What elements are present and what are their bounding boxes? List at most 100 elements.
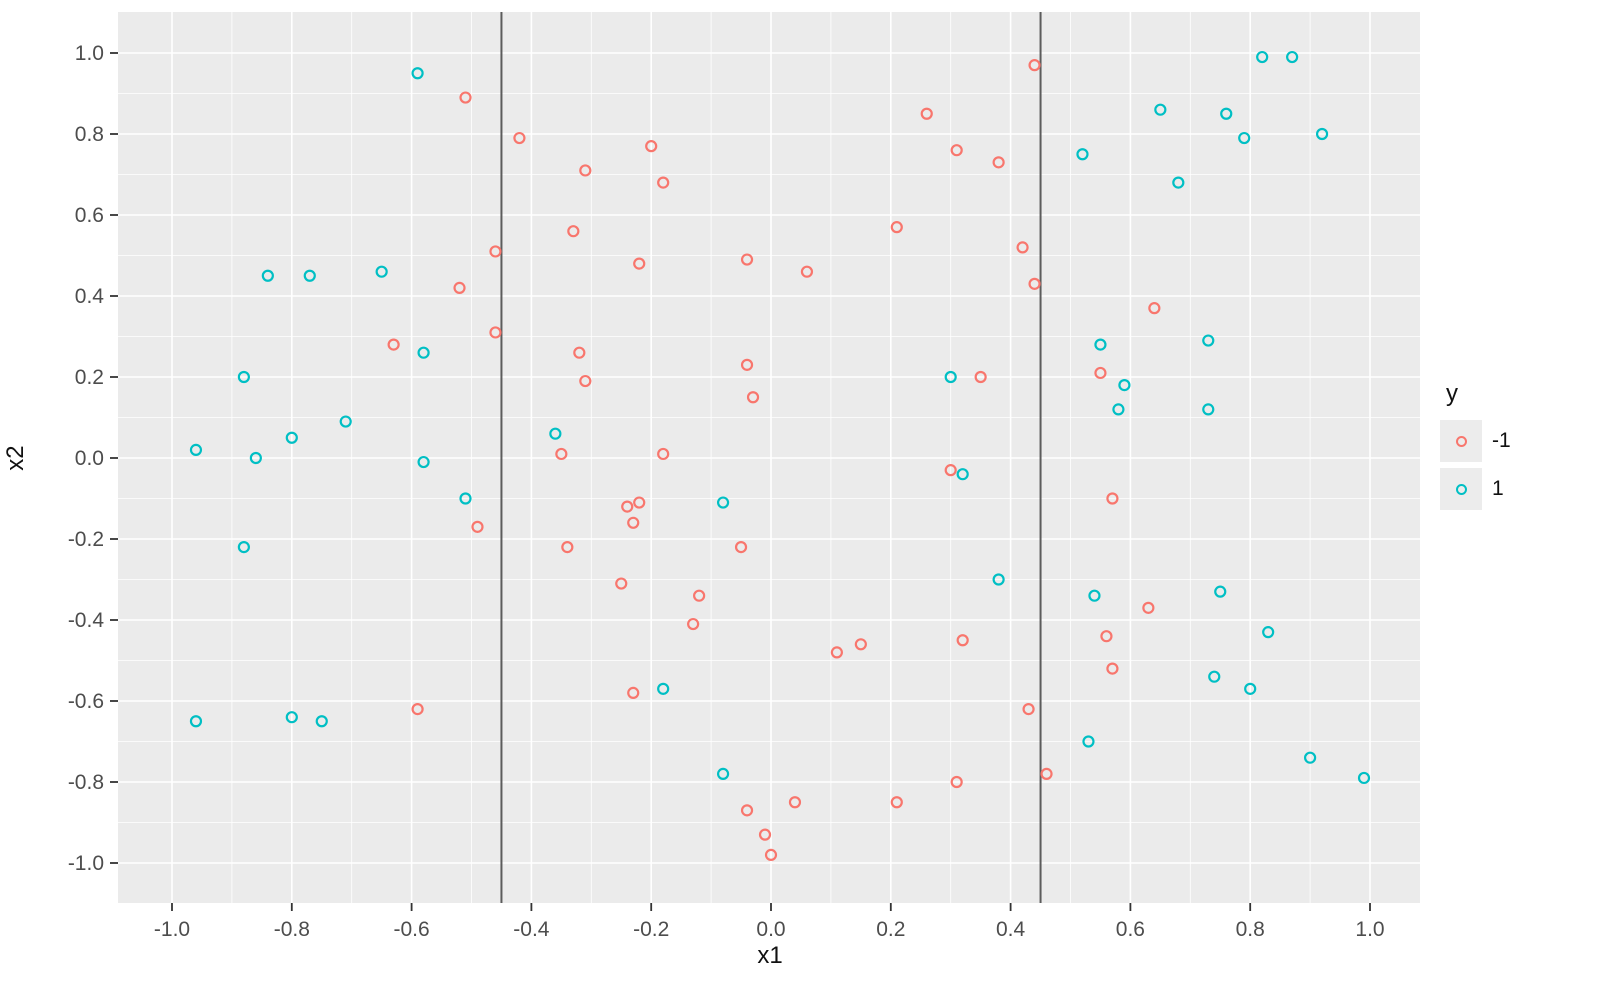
data-point--1 (657, 176, 670, 189)
data-point-1 (459, 492, 472, 505)
data-point--1 (746, 391, 760, 404)
data-point--1 (740, 253, 754, 266)
data-point--1 (890, 221, 903, 234)
data-point--1 (1106, 662, 1119, 675)
data-point-1 (285, 431, 298, 444)
data-point--1 (944, 464, 957, 477)
x-tick-label: 0.0 (756, 918, 785, 941)
y-tick-label: -0.4 (68, 609, 105, 632)
data-point--1 (1028, 59, 1041, 72)
data-point--1 (920, 107, 933, 120)
data-point-1 (417, 455, 430, 469)
y-tick-label: 0.6 (75, 204, 104, 227)
data-point--1 (734, 540, 748, 554)
data-point-1 (1088, 589, 1101, 602)
x-axis-title: x1 (757, 942, 783, 969)
y-tick-label: 0.4 (75, 285, 105, 308)
data-point--1 (621, 500, 634, 513)
data-point-1 (1082, 735, 1095, 748)
data-point--1 (615, 577, 628, 590)
data-point--1 (800, 265, 814, 278)
data-point--1 (950, 775, 963, 789)
legend-label-neg1: -1 (1492, 429, 1511, 452)
data-point--1 (513, 131, 526, 145)
data-point-1 (1303, 751, 1317, 764)
data-point--1 (489, 326, 502, 339)
data-point-1 (261, 269, 274, 282)
x-tick-label: -0.2 (633, 918, 669, 941)
x-tick-label: 0.6 (1116, 918, 1145, 941)
data-point-1 (716, 496, 730, 509)
legend-label-pos1: 1 (1492, 477, 1504, 500)
data-point-1 (303, 269, 316, 282)
data-point--1 (657, 447, 670, 461)
data-point-1 (1112, 403, 1125, 416)
data-point--1 (1028, 277, 1041, 290)
data-point--1 (1100, 630, 1113, 643)
data-point--1 (627, 686, 640, 700)
data-point-1 (1172, 176, 1185, 189)
data-point-1 (339, 415, 352, 428)
data-point--1 (764, 848, 778, 862)
y-axis-title: x2 (2, 445, 29, 471)
data-point--1 (579, 164, 592, 177)
data-point--1 (573, 346, 586, 359)
data-point-1 (1357, 771, 1371, 785)
data-point--1 (1148, 302, 1161, 315)
y-tick-label: 0.2 (75, 366, 104, 389)
data-point--1 (645, 140, 658, 153)
x-tick-label: -0.8 (274, 918, 310, 941)
data-point-1 (1208, 670, 1221, 683)
y-tick-label: -0.8 (68, 771, 104, 794)
data-point--1 (854, 638, 867, 651)
data-point--1 (1022, 702, 1035, 716)
data-point-1 (1315, 127, 1329, 141)
data-point-1 (1076, 148, 1089, 161)
data-point-1 (375, 265, 388, 278)
data-point-1 (956, 468, 969, 481)
data-point--1 (471, 520, 484, 533)
data-point-1 (189, 715, 203, 728)
data-point--1 (555, 447, 568, 461)
y-tick-label: 0.8 (75, 123, 104, 146)
data-point--1 (453, 281, 466, 294)
data-point-1 (189, 443, 203, 456)
data-point-1 (1202, 403, 1215, 416)
x-tick-label: 0.8 (1236, 918, 1265, 941)
data-point-1 (1094, 338, 1107, 351)
data-point--1 (1094, 366, 1107, 380)
data-point-1 (249, 451, 262, 465)
data-point--1 (956, 634, 969, 647)
x-tick-label: -0.4 (513, 918, 550, 941)
y-tick-label: -1.0 (68, 852, 104, 875)
legend-marker-pos1-icon (1455, 483, 1467, 495)
data-point-1 (1118, 379, 1131, 392)
data-point-1 (1286, 50, 1299, 64)
data-point--1 (1106, 492, 1119, 505)
y-tick-label: -0.2 (68, 528, 104, 551)
data-point--1 (693, 589, 706, 602)
data-point-1 (285, 711, 298, 724)
legend-key-neg1 (1440, 420, 1482, 462)
data-point--1 (890, 796, 903, 809)
data-point-1 (944, 370, 957, 384)
y-tick-label: 1.0 (75, 42, 104, 65)
data-point-1 (1244, 682, 1257, 695)
data-point--1 (974, 370, 987, 384)
data-point-1 (716, 767, 730, 781)
data-point--1 (1016, 241, 1029, 254)
data-point--1 (1142, 601, 1155, 614)
data-point-1 (992, 573, 1005, 586)
data-point--1 (411, 702, 424, 716)
data-point--1 (633, 257, 646, 270)
data-point-1 (237, 370, 250, 384)
data-point-1 (657, 682, 670, 695)
data-point-1 (549, 427, 562, 440)
data-point-1 (237, 540, 250, 554)
legend-item-neg1: -1 (1440, 420, 1511, 462)
x-tick-label: 0.2 (876, 918, 905, 941)
x-tick-label: 1.0 (1355, 918, 1384, 941)
data-point--1 (561, 540, 574, 554)
